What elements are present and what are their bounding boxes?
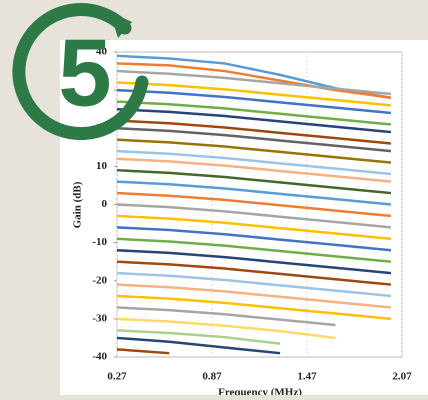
data-line [116,306,336,327]
data-line [116,226,392,252]
data-line [116,100,392,126]
y-tick-label: -10 [92,236,107,248]
data-line [116,107,392,134]
data-line [116,260,392,286]
badge-logo: 5 [12,3,149,141]
y-tick-label: 30 [96,84,108,96]
data-line [116,336,281,355]
y-tick-label: 0 [102,198,108,210]
data-line [116,127,392,153]
x-tick-label: 0.27 [107,371,127,383]
badge-arrow [110,12,132,38]
data-line [116,157,392,183]
badge-ring [12,3,149,141]
data-line [116,329,281,345]
x-tick-label: 2.07 [392,371,412,383]
data-line [116,119,392,145]
data-line [116,237,392,263]
y-tick-label: -30 [92,312,107,324]
data-line [116,271,392,298]
data-line [116,249,392,275]
data-line [116,138,392,164]
data-line [116,69,392,96]
data-line [116,62,392,99]
data-line [116,348,170,355]
data-line [116,168,392,195]
y-tick-label: 40 [96,46,108,58]
data-line [116,203,392,229]
data-line [116,149,392,176]
data-line [116,317,336,340]
y-axis-label: Gain (dB) [72,181,84,228]
data-line [116,88,392,115]
data-line [116,191,392,218]
data-line [116,180,392,206]
badge-number: 5 [58,19,111,126]
y-tick-label: -40 [92,351,107,363]
y-tick-label: 10 [96,160,108,172]
data-line [116,81,392,107]
x-tick-label: 0.87 [202,371,222,383]
x-tick-label: 1.47 [297,371,317,383]
data-line [116,294,392,321]
y-tick-label: -20 [92,274,107,286]
data-line [116,214,392,241]
data-line [116,283,392,309]
x-axis-label: Frequency (MHz) [218,387,302,395]
